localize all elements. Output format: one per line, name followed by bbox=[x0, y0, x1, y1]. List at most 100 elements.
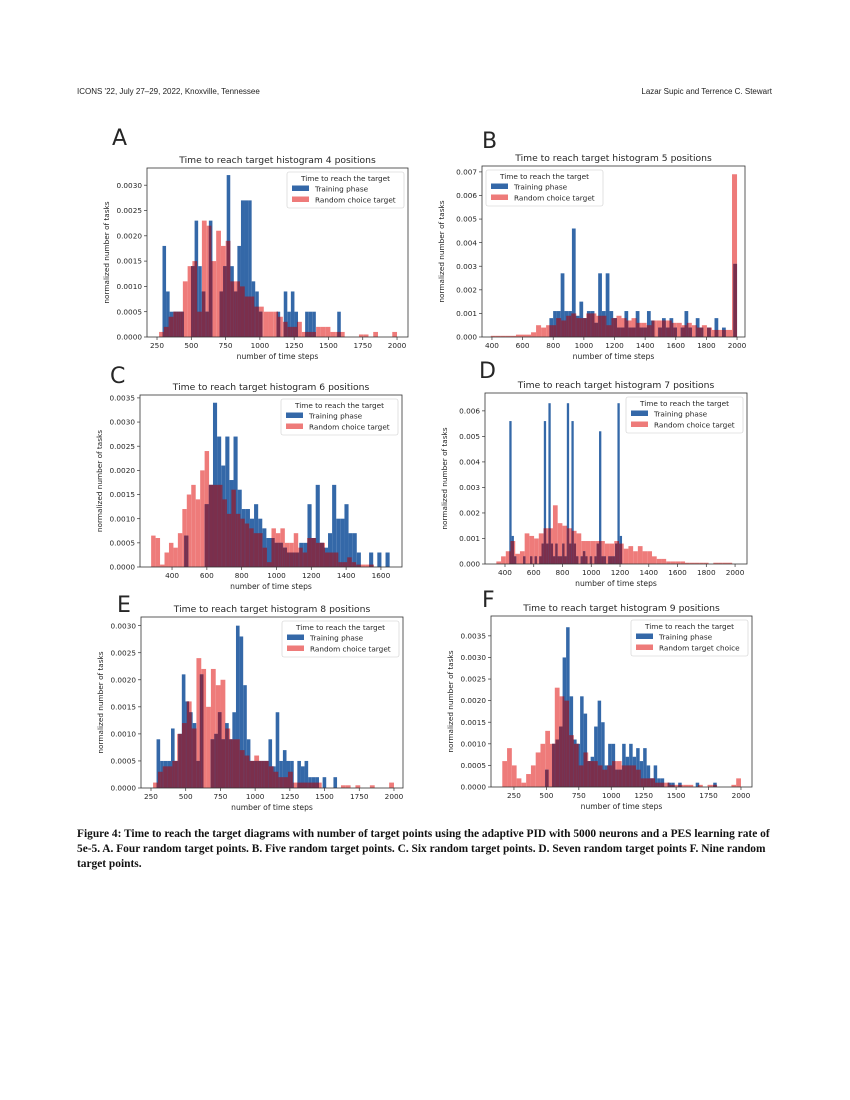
random-bar bbox=[369, 785, 375, 788]
random-bar bbox=[363, 334, 369, 337]
random-bar bbox=[535, 752, 541, 787]
overlap-bar bbox=[591, 313, 595, 337]
random-bar bbox=[616, 315, 622, 337]
training-bar bbox=[646, 311, 651, 337]
overlap-bar bbox=[609, 325, 612, 337]
overlap-bar bbox=[609, 556, 611, 564]
random-bar bbox=[637, 546, 643, 564]
overlap-bar bbox=[636, 322, 640, 337]
legend-swatch-random bbox=[631, 421, 648, 427]
training-bar bbox=[279, 760, 283, 788]
overlap-bar bbox=[612, 761, 616, 787]
y-tick-label: 0.000 bbox=[459, 560, 480, 569]
x-tick-label: 1200 bbox=[611, 568, 630, 577]
overlap-bar bbox=[560, 318, 562, 337]
overlap-bar bbox=[177, 760, 179, 788]
y-tick-label: 0.007 bbox=[456, 167, 477, 176]
overlap-bar bbox=[312, 782, 316, 788]
x-tick-label: 1500 bbox=[315, 792, 334, 801]
overlap-bar bbox=[174, 760, 178, 788]
overlap-bar bbox=[225, 266, 227, 337]
overlap-bar bbox=[220, 712, 222, 788]
y-axis-label: normalized number of tasks bbox=[446, 650, 455, 752]
panel-label: B bbox=[482, 129, 497, 154]
random-bar bbox=[520, 334, 527, 337]
panel-label: C bbox=[110, 364, 125, 389]
overlap-bar bbox=[249, 528, 254, 567]
random-bar bbox=[562, 525, 568, 564]
y-tick-label: 0.0000 bbox=[109, 563, 135, 572]
training-bar bbox=[235, 625, 240, 788]
overlap-bar bbox=[567, 528, 570, 564]
random-bar bbox=[701, 325, 707, 337]
overlap-bar bbox=[580, 765, 584, 787]
legend-label-random: Random choice target bbox=[315, 196, 396, 205]
overlap-bar bbox=[635, 318, 637, 337]
overlap-bar bbox=[573, 543, 577, 564]
overlap-bar bbox=[659, 782, 661, 787]
overlap-bar bbox=[172, 760, 175, 788]
random-bar bbox=[538, 533, 544, 564]
overlap-bar bbox=[290, 326, 293, 337]
overlap-bar bbox=[594, 322, 597, 337]
axes-frame bbox=[139, 394, 403, 568]
overlap-bar bbox=[186, 701, 190, 788]
overlap-bar bbox=[282, 547, 285, 567]
overlap-bar bbox=[237, 513, 241, 567]
overlap-bar bbox=[270, 562, 272, 567]
y-tick-label: 0.002 bbox=[459, 509, 480, 518]
training-bar bbox=[322, 777, 327, 788]
y-tick-label: 0.005 bbox=[459, 432, 480, 441]
overlap-bar bbox=[246, 755, 250, 788]
random-bar bbox=[585, 541, 591, 564]
legend-label-random: Random choice target bbox=[514, 194, 595, 203]
x-tick-label: 1200 bbox=[302, 571, 321, 580]
training-bar bbox=[597, 700, 602, 787]
overlap-bar bbox=[580, 556, 582, 564]
training-bar bbox=[344, 504, 349, 567]
y-tick-label: 0.005 bbox=[456, 215, 477, 224]
overlap-bar bbox=[576, 743, 579, 787]
overlap-bar bbox=[573, 739, 574, 787]
overlap-bar bbox=[590, 761, 593, 787]
overlap-bar bbox=[669, 784, 672, 787]
overlap-bar bbox=[562, 696, 565, 787]
histogram-panel-d: D Time to reach target histogram 7 positi… bbox=[440, 359, 748, 588]
random-bar bbox=[674, 784, 679, 787]
random-bar bbox=[201, 668, 207, 788]
training-bar bbox=[244, 200, 249, 337]
overlap-bar bbox=[646, 778, 651, 787]
overlap-bar bbox=[617, 541, 619, 564]
overlap-bar bbox=[600, 541, 602, 564]
training-bar bbox=[599, 431, 602, 564]
overlap-bar bbox=[340, 562, 343, 567]
legend: Time to reach the target Training phase Ra… bbox=[286, 171, 405, 209]
overlap-bar bbox=[163, 326, 167, 337]
x-tick-label: 1600 bbox=[668, 568, 687, 577]
x-tick-label: 600 bbox=[200, 571, 214, 580]
legend-box bbox=[281, 620, 400, 658]
x-tick-label: 250 bbox=[507, 791, 521, 800]
overlap-bar bbox=[221, 484, 223, 567]
overlap-bar bbox=[272, 766, 274, 788]
overlap-bar bbox=[534, 556, 537, 564]
random-bar bbox=[670, 561, 676, 564]
random-bar bbox=[210, 668, 216, 788]
x-axis-label: number of time steps bbox=[231, 803, 313, 812]
x-tick-label: 1500 bbox=[319, 341, 338, 350]
random-bar bbox=[516, 778, 522, 787]
overlap-bar bbox=[271, 538, 275, 567]
overlap-bar bbox=[235, 291, 238, 337]
overlap-bar bbox=[587, 761, 589, 787]
random-bar bbox=[345, 785, 351, 788]
overlap-bar bbox=[590, 556, 593, 564]
axes-frame bbox=[481, 165, 746, 338]
random-bar bbox=[600, 541, 605, 564]
x-tick-label: 750 bbox=[219, 341, 233, 350]
overlap-bar bbox=[658, 327, 662, 337]
overlap-bar bbox=[248, 296, 250, 337]
overlap-bar bbox=[549, 325, 552, 337]
overlap-bar bbox=[347, 557, 349, 567]
overlap-bar bbox=[275, 771, 279, 788]
y-tick-label: 0.0020 bbox=[460, 696, 486, 705]
